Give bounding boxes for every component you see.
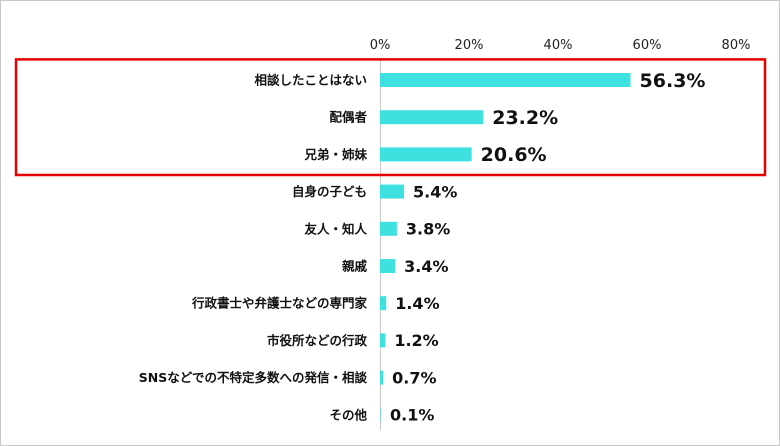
category-label: 親戚	[342, 259, 368, 274]
category-label: SNSなどでの不特定多数への発信・相談	[139, 370, 368, 385]
value-label: 0.1%	[390, 406, 434, 425]
x-tick-label: 20%	[455, 38, 484, 53]
bars-layer	[380, 73, 631, 422]
bar	[380, 296, 387, 311]
value-label: 5.4%	[413, 182, 457, 201]
bar	[380, 110, 484, 125]
category-label: 市役所などの行政	[267, 333, 368, 348]
highlight-box	[14, 58, 767, 177]
value-label: 1.4%	[395, 294, 439, 313]
value-label: 23.2%	[492, 107, 558, 129]
x-tick-label: 60%	[633, 38, 662, 53]
x-tick-label: 80%	[722, 38, 751, 53]
bar	[380, 333, 386, 348]
category-label: 兄弟・姉妹	[303, 147, 367, 162]
axis-layer: 0% 20% 40% 60% 80%	[370, 38, 751, 430]
category-label: 行政書士や弁護士などの専門家	[191, 296, 368, 311]
bar	[380, 73, 631, 87]
bar	[380, 221, 397, 236]
bar	[380, 184, 405, 199]
x-tick-label: 40%	[544, 38, 573, 53]
bar	[380, 370, 384, 385]
category-label: その他	[329, 407, 367, 422]
value-label: 56.3%	[640, 70, 706, 92]
value-label: 0.7%	[392, 368, 436, 387]
bar	[380, 407, 381, 422]
category-label: 友人・知人	[303, 221, 367, 236]
bar	[380, 147, 472, 162]
category-label: 相談したことはない	[254, 73, 367, 88]
highlight-layer	[14, 58, 767, 177]
value-label: 20.6%	[481, 144, 547, 166]
value-label: 1.2%	[394, 331, 438, 350]
category-label: 配偶者	[329, 110, 367, 125]
labels-layer: 相談したことはない 56.3% 配偶者 23.2% 兄弟・姉妹 20.6% 自身の子ども 5.…	[139, 70, 706, 425]
value-label: 3.8%	[406, 220, 450, 239]
category-label: 自身の子ども	[292, 184, 367, 199]
x-tick-label: 0%	[370, 38, 391, 53]
bar	[380, 259, 396, 273]
value-label: 3.4%	[404, 257, 448, 276]
